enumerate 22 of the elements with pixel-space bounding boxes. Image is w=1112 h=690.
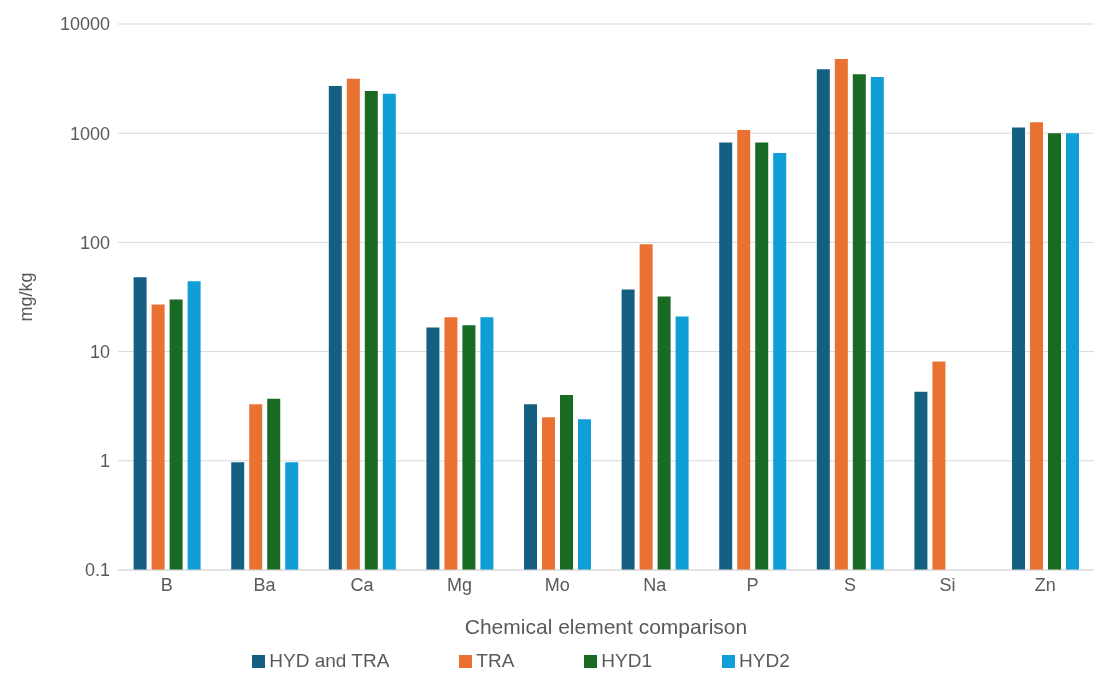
y-axis-title: mg/kg [16, 272, 37, 322]
y-tick-label: 10000 [59, 14, 110, 35]
x-tick-label: Ca [350, 574, 375, 595]
y-tick-label: 1 [99, 451, 110, 472]
x-tick-label: Mo [544, 574, 570, 595]
x-tick-label: B [160, 574, 173, 595]
x-axis-title: Chemical element comparison [464, 615, 748, 638]
x-tick-label: Zn [1034, 574, 1056, 595]
y-tick-label: 100 [79, 232, 110, 253]
y-tick-label: 10 [89, 341, 110, 362]
legend-label: HYD2 [739, 650, 790, 671]
x-tick-label: P [746, 574, 759, 595]
legend-label: HYD and TRA [269, 650, 390, 671]
x-tick-label: Mg [447, 574, 473, 595]
y-tick-label: 0.1 [84, 560, 110, 581]
y-tick-label: 1000 [69, 123, 110, 144]
x-tick-label: Ba [253, 574, 277, 595]
legend-label: HYD1 [601, 650, 653, 671]
x-tick-label: S [843, 574, 857, 595]
legend-label: TRA [476, 650, 515, 671]
x-tick-label: Na [643, 574, 668, 595]
x-tick-label: Si [939, 574, 956, 595]
